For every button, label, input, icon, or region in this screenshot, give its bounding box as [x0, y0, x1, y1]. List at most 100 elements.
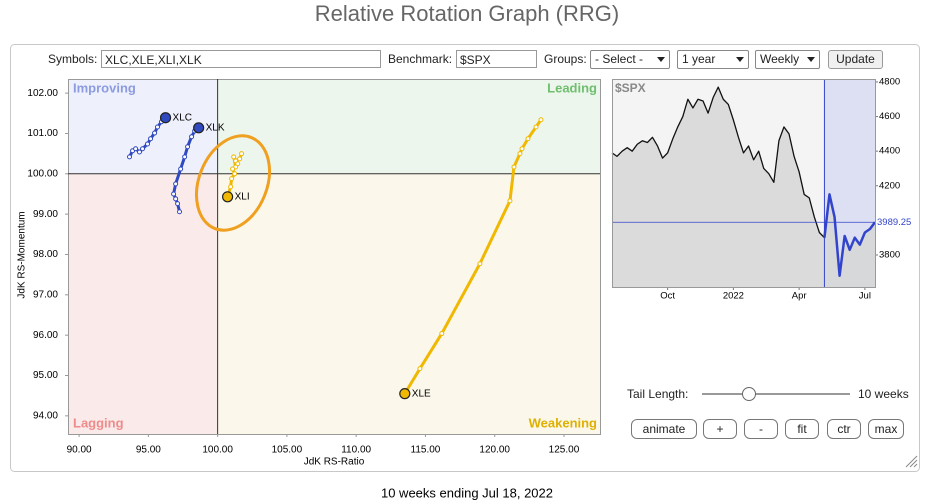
- page-title: Relative Rotation Graph (RRG): [315, 1, 619, 26]
- price-area: [612, 87, 875, 287]
- period-value: 1 year: [682, 52, 716, 66]
- resize-handle[interactable]: [905, 455, 918, 468]
- head-marker: [399, 388, 411, 400]
- update-button[interactable]: Update: [828, 50, 883, 69]
- benchmark-label: Benchmark:: [388, 52, 453, 66]
- quadrant-label: Lagging: [73, 415, 124, 430]
- groups-label: Groups:: [544, 52, 587, 66]
- y-tick-label: 95.00: [33, 370, 58, 381]
- head-marker: [222, 191, 234, 203]
- tail-marker: [231, 154, 237, 160]
- y-axis-label: JdK RS-Momentum: [17, 211, 28, 298]
- groups-value: - Select -: [595, 52, 644, 66]
- frequency-select[interactable]: Weekly: [755, 50, 820, 69]
- head-marker: [159, 112, 172, 124]
- tail-marker: [229, 176, 235, 182]
- tail-marker: [511, 164, 517, 170]
- zoom-in-button[interactable]: +: [703, 419, 737, 439]
- quadrant-leading: [217, 79, 600, 174]
- tail-marker: [519, 146, 525, 152]
- tail-marker: [140, 146, 146, 152]
- tail-marker: [228, 184, 234, 190]
- tail-marker: [417, 366, 423, 372]
- fit-button[interactable]: fit: [785, 419, 819, 439]
- series-label: XLK: [206, 122, 225, 133]
- zoom-out-button[interactable]: -: [744, 419, 778, 439]
- slider-knob[interactable]: [742, 387, 756, 401]
- x-tick-label: 2022: [723, 291, 744, 302]
- x-tick-label: Apr: [792, 291, 807, 302]
- last-value-bg: [876, 216, 912, 229]
- tail-marker: [133, 146, 139, 152]
- y-tick-label: 99.00: [33, 209, 58, 220]
- quadrant-improving: [68, 79, 218, 174]
- tail-marker: [237, 156, 243, 162]
- x-tick-label: 125.00: [549, 445, 580, 456]
- center-button[interactable]: ctr: [827, 419, 861, 439]
- tail-marker: [533, 124, 539, 130]
- series-label: XLE: [412, 388, 431, 399]
- tail-marker: [182, 154, 188, 160]
- x-tick-label: 90.00: [67, 445, 92, 456]
- tail-length-value: 10 weeks: [858, 387, 909, 401]
- rrg-chart: Improving Leading Lagging Weakening 90.00 95.…: [27, 79, 601, 456]
- tail-marker: [148, 136, 154, 142]
- tail-marker: [171, 191, 177, 197]
- plot-border: [68, 79, 601, 435]
- y-tick-label: 98.00: [33, 249, 58, 260]
- x-axis-label: JdK RS-Ratio: [304, 457, 365, 468]
- tail-marker: [232, 171, 238, 177]
- tail-marker: [185, 144, 191, 150]
- tail-marker: [175, 201, 181, 207]
- series-label: XLI: [235, 191, 250, 202]
- x-tick-label: 115.00: [411, 445, 441, 456]
- x-tick-label: 110.00: [341, 445, 371, 456]
- footer-text: 10 weeks ending Jul 18, 2022: [381, 485, 553, 500]
- tail-marker: [538, 117, 544, 123]
- annotation-ellipse: [195, 134, 271, 232]
- x-tick-label: 95.00: [136, 445, 161, 456]
- y-tick-label: 4600: [879, 111, 900, 122]
- tail-marker: [230, 166, 236, 172]
- symbols-label: Symbols:: [48, 52, 98, 66]
- symbols-input[interactable]: XLC,XLE,XLI,XLK: [101, 50, 381, 68]
- series-label: XLC: [173, 112, 192, 123]
- groups-select[interactable]: - Select -: [590, 50, 670, 69]
- tail-marker: [127, 154, 133, 160]
- tail-marker: [152, 130, 158, 136]
- x-tick-label: 120.00: [479, 445, 510, 456]
- tail-marker: [173, 196, 179, 202]
- y-tick-label: 96.00: [33, 330, 58, 341]
- x-tick-label: Jul: [859, 291, 871, 302]
- period-select[interactable]: 1 year: [677, 50, 749, 69]
- y-tick-label: 100.00: [27, 168, 58, 179]
- animate-button[interactable]: animate: [631, 419, 697, 439]
- y-tick-label: 4200: [879, 180, 900, 191]
- tail-marker: [477, 261, 483, 267]
- last-value-label: 3989.25: [877, 217, 911, 228]
- y-tick-label: 101.00: [27, 128, 58, 139]
- tail-length-label: Tail Length:: [627, 387, 689, 401]
- spx-chart: 380040004200440046004800Oct2022AprJul398…: [611, 76, 912, 302]
- price-line-highlight: [823, 193, 877, 278]
- tail-marker: [517, 151, 523, 157]
- tail-marker: [154, 124, 160, 130]
- chart-title: $SPX: [615, 81, 646, 95]
- y-tick-label: 4400: [879, 146, 900, 157]
- tail-marker: [177, 209, 183, 215]
- y-tick-label: 97.00: [33, 289, 58, 300]
- tail-marker: [145, 141, 151, 147]
- max-button[interactable]: max: [868, 419, 904, 439]
- benchmark-input[interactable]: $SPX: [456, 50, 537, 68]
- tail-marker: [178, 166, 184, 172]
- x-tick-label: 100.00: [202, 445, 233, 456]
- tail-marker: [136, 149, 142, 155]
- y-tick-label: 102.00: [27, 88, 58, 99]
- y-tick-label: 4800: [879, 76, 900, 87]
- quadrant-lagging: [68, 173, 218, 434]
- tail-marker: [507, 198, 513, 204]
- y-tick-label: 94.00: [33, 410, 58, 421]
- frequency-value: Weekly: [760, 52, 800, 66]
